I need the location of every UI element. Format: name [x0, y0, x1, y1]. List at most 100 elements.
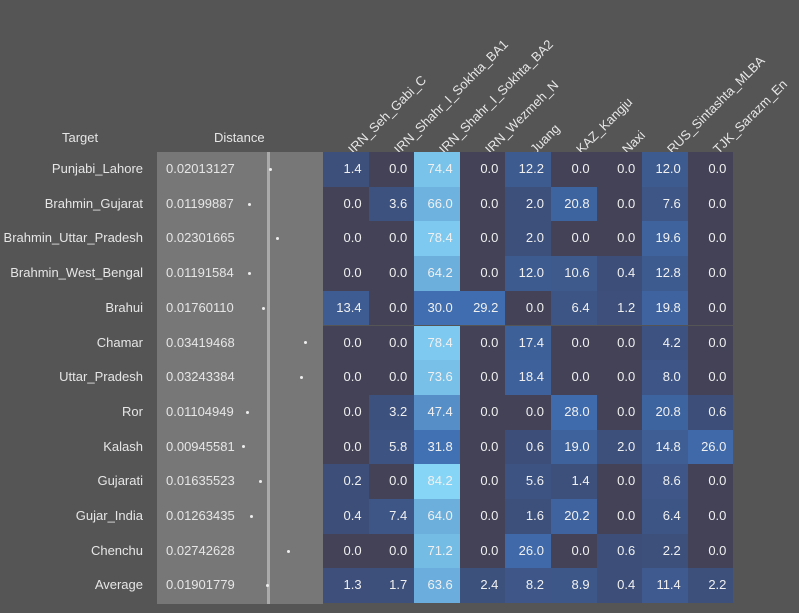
distance-value: 0.01760110: [166, 299, 234, 315]
heatmap-cell: 0.0: [687, 325, 734, 361]
heatmap-cell: 0.4: [323, 499, 369, 534]
target-label: Brahui: [105, 299, 143, 315]
heatmap-cell: 0.0: [596, 152, 643, 187]
distance-dot: [265, 584, 269, 588]
heatmap-cell: 0.0: [368, 221, 415, 257]
heatmap-cell: 0.0: [459, 256, 506, 291]
heatmap-cell: 0.0: [596, 221, 643, 257]
heatmap-cell: 18.4: [505, 360, 551, 395]
target-label: Brahmin_West_Bengal: [10, 265, 143, 281]
distance-dot: [259, 480, 263, 484]
heatmap-cell: 14.8: [642, 429, 688, 465]
heatmap-cell: 0.4: [596, 256, 643, 291]
heatmap-cell: 0.0: [323, 186, 369, 222]
heatmap-cell: 74.4: [414, 152, 460, 187]
heatmap-cell: 78.4: [414, 221, 460, 257]
heatmap-cell: 0.0: [687, 464, 734, 499]
heatmap-cell: 0.0: [505, 394, 551, 430]
heatmap-cell: 0.0: [687, 152, 734, 187]
target-label: Uttar_Pradesh: [59, 369, 143, 385]
heatmap-cell: 71.2: [414, 533, 460, 569]
distance-value: 0.02742628: [166, 542, 235, 558]
heatmap-cell: 17.4: [505, 325, 551, 361]
heatmap-cell: 0.0: [459, 499, 506, 534]
heatmap-cell: 2.2: [642, 533, 688, 569]
heatmap-cell: 8.2: [505, 568, 551, 604]
heatmap-cell: 8.0: [642, 360, 688, 395]
heatmap-cell: 12.0: [505, 256, 551, 291]
distance-dot: [262, 306, 266, 310]
distance-dot: [248, 271, 251, 275]
distance-header: Distance: [214, 130, 265, 145]
heatmap-cell: 6.4: [642, 499, 688, 534]
target-label: Average: [94, 577, 143, 593]
heatmap-cell: 0.0: [505, 290, 551, 326]
heatmap-cell: 4.2: [642, 325, 688, 361]
heatmap-cell: 0.0: [687, 256, 734, 291]
heatmap-cell: 2.2: [687, 568, 734, 604]
heatmap-cell: 0.0: [596, 360, 643, 395]
heatmap-cell: 0.4: [596, 568, 643, 604]
heatmap-cell: 0.0: [368, 290, 415, 326]
distance-value: 0.01199887: [166, 195, 234, 211]
heatmap-cell: 2.0: [596, 429, 643, 465]
heatmap-cell: 0.0: [323, 533, 369, 569]
heatmap-cell: 0.0: [687, 533, 734, 569]
heatmap-cell: 0.0: [459, 394, 506, 430]
heatmap-cell: 0.0: [459, 325, 506, 361]
distance-value: 0.01901779: [166, 577, 235, 593]
heatmap-cell: 0.0: [368, 256, 415, 291]
heatmap-cell: 0.0: [368, 533, 415, 569]
heatmap-cell: 26.0: [505, 533, 551, 569]
target-label: Chamar: [96, 334, 143, 350]
heatmap-cell: 8.6: [642, 464, 688, 499]
heatmap-cell: 2.0: [505, 186, 551, 222]
heatmap-cell: 12.8: [642, 256, 688, 291]
heatmap-cell: 0.0: [459, 533, 506, 569]
heatmap-cell: 13.4: [323, 290, 369, 326]
heatmap-cell: 1.6: [505, 499, 551, 534]
heatmap-cell: 1.4: [551, 464, 597, 499]
distance-dot: [299, 376, 303, 380]
heatmap-cell: 7.4: [368, 499, 415, 534]
heatmap-cell: 0.0: [459, 152, 506, 187]
heatmap-cell: 0.0: [459, 464, 506, 499]
heatmap-cell: 0.0: [459, 186, 506, 222]
distance-value: 0.01635523: [166, 473, 235, 489]
distance-value: 0.01263435: [166, 508, 235, 523]
heatmap-cell: 73.6: [414, 360, 460, 395]
heatmap-cell: 19.6: [642, 221, 688, 257]
distance-value: 0.01104949: [166, 403, 234, 419]
distance-value: 0.03243384: [166, 369, 235, 385]
target-label: Brahmin_Uttar_Pradesh: [3, 230, 143, 246]
heatmap-cell: 8.9: [551, 568, 597, 604]
heatmap-cell: 0.0: [459, 429, 506, 465]
heatmap-cell: 0.0: [323, 256, 369, 291]
heatmap-cell: 20.2: [551, 499, 597, 534]
heatmap-cell: 20.8: [551, 186, 597, 222]
distance-value: 0.03419468: [166, 334, 235, 350]
average-distance-line: [266, 152, 270, 604]
heatmap-cell: 0.0: [596, 499, 643, 534]
distance-value: 0.02013127: [166, 161, 235, 176]
heatmap-cell: 7.6: [642, 186, 688, 222]
distance-value: 0.01191584: [166, 265, 234, 281]
heatmap-cell: 1.4: [323, 152, 369, 187]
heatmap-cell: 26.0: [687, 429, 734, 465]
heatmap-cell: 3.6: [368, 186, 415, 222]
heatmap-cell: 0.0: [368, 325, 415, 361]
heatmap-cell: 0.0: [368, 360, 415, 395]
target-label: Ror: [122, 403, 143, 419]
heatmap-cell: 0.0: [323, 221, 369, 257]
heatmap-cell: 6.4: [551, 290, 597, 326]
target-label: Gujar_India: [75, 508, 143, 523]
distance-dot: [248, 202, 252, 206]
heatmap-cell: 78.4: [414, 325, 460, 361]
heatmap-cell: 0.6: [505, 429, 551, 465]
heatmap-cell: 0.0: [551, 152, 597, 187]
heatmap-cell: 11.4: [642, 568, 688, 604]
heatmap-cell: 0.0: [596, 394, 643, 430]
target-label: Gujarati: [97, 473, 143, 489]
distance-value: 0.00945581: [166, 438, 235, 454]
distance-column-background: [157, 152, 323, 604]
